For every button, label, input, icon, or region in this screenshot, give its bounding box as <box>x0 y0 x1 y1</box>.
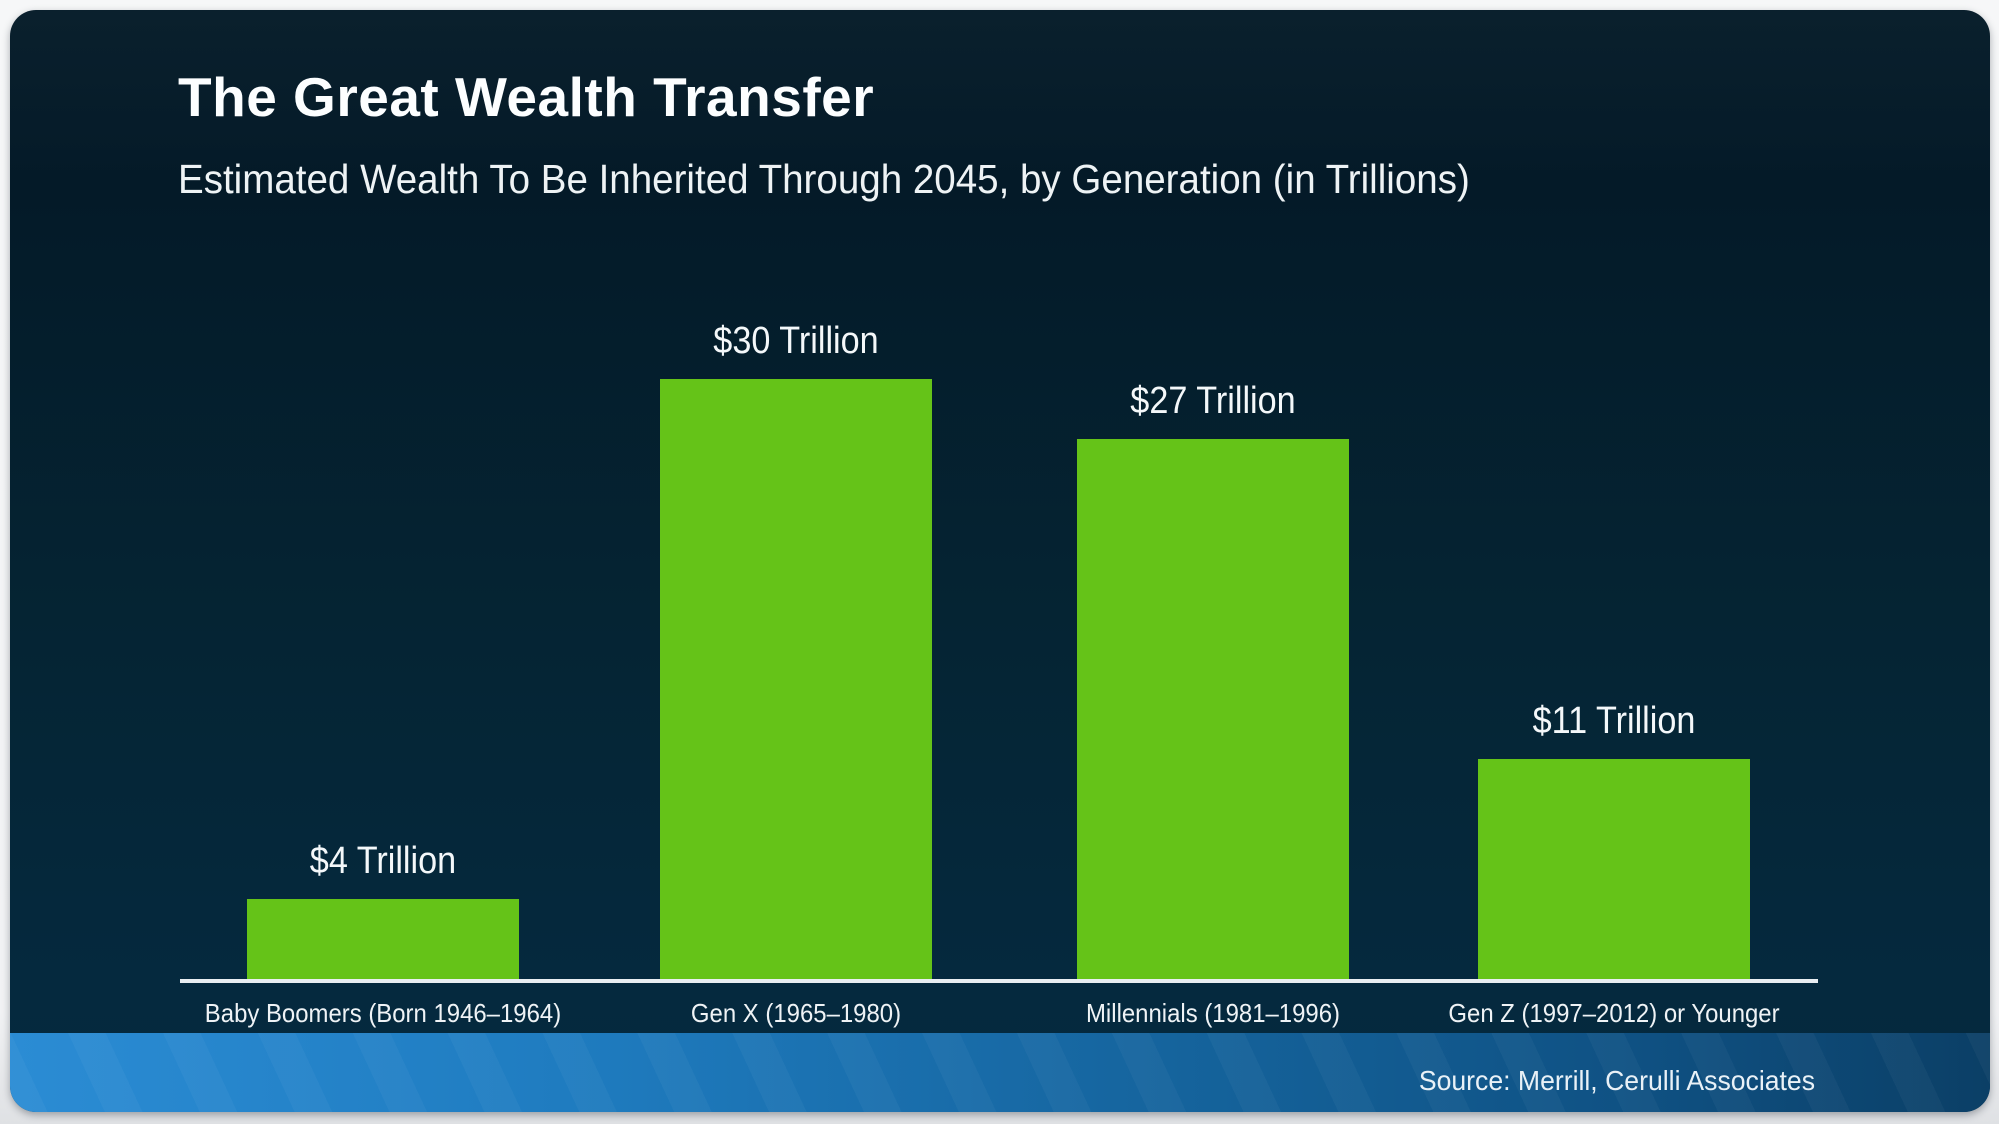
bar-chart: $4 Trillion Baby Boomers (Born 1946–1964)… <box>10 10 1990 1112</box>
chart-title: The Great Wealth Transfer <box>178 66 875 128</box>
bar-value-label: $4 Trillion <box>309 840 457 882</box>
bar-category-label: Baby Boomers (Born 1946–1964) <box>204 998 562 1028</box>
bar-value-label: $11 Trillion <box>1532 700 1696 742</box>
bar-value-label: $30 Trillion <box>713 320 879 362</box>
x-axis-line <box>180 979 1818 983</box>
footer-band: Source: Merrill, Cerulli Associates <box>10 1033 1990 1112</box>
bar-category-label: Millennials (1981–1996) <box>1086 998 1340 1028</box>
bar-category-label: Gen X (1965–1980) <box>690 998 902 1028</box>
bar <box>247 899 519 979</box>
bar-value-label: $27 Trillion <box>1130 380 1296 422</box>
bar <box>660 379 932 979</box>
bar <box>1077 439 1349 979</box>
source-attribution: Source: Merrill, Cerulli Associates <box>1418 1065 1815 1096</box>
bar <box>1478 759 1750 979</box>
bar-category-label: Gen Z (1997–2012) or Younger <box>1448 998 1780 1028</box>
chart-subtitle: Estimated Wealth To Be Inherited Through… <box>178 156 1470 202</box>
slide-card: The Great Wealth Transfer Estimated Weal… <box>10 10 1990 1112</box>
